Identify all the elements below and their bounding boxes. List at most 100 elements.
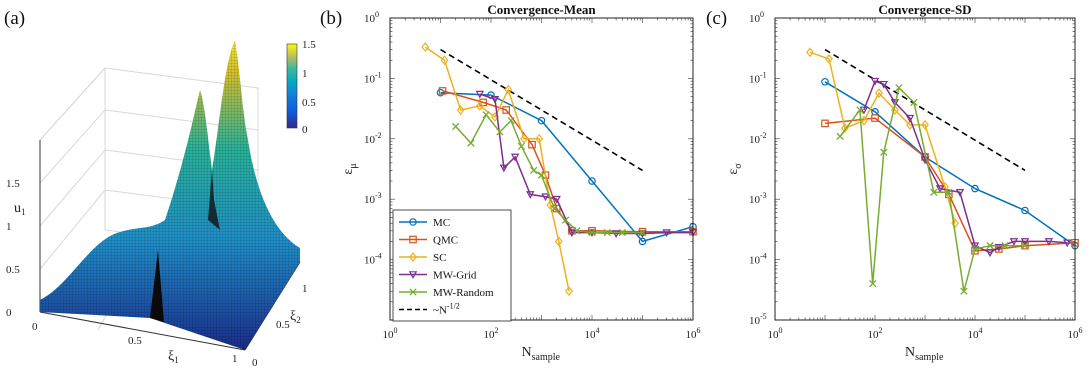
data-point [409,235,417,244]
data-point [452,122,460,131]
series-mw-random [452,111,647,237]
data-point [821,77,829,86]
plot-frame [774,17,1076,321]
data-point [960,287,968,295]
data-point [561,216,570,224]
data-point [436,88,445,97]
legend-box [392,209,512,322]
y-tick-label: 10-1 [749,70,767,85]
data-point [986,242,994,250]
legend-label: MC [433,217,450,229]
data-point [871,114,879,122]
data-point [880,148,888,156]
data-point [905,114,915,123]
surface-x-label: ξ1 [168,349,179,365]
chart-convergence-mean: Convergence-Mean 100 102 104 106 10-4 10-3 10-2… [341,2,701,363]
data-point [662,229,671,238]
y-tick-label: 10-2 [364,131,382,146]
data-point [859,115,868,126]
legend-label: SC [433,252,446,264]
data-point [930,188,938,196]
colorbar-tick: 1 [302,68,308,80]
colorbar-tick: 1.5 [302,39,316,51]
data-point [985,249,995,258]
data-point [537,116,546,125]
y-tick-label: 10-4 [749,252,767,267]
data-point [805,47,814,58]
surface-y-label: ξ2 [290,309,301,325]
data-point [565,286,573,297]
data-point [1001,242,1009,250]
data-point [520,133,528,144]
data-point [573,227,581,235]
data-point [499,164,509,173]
data-point [874,88,883,99]
data-point [971,184,979,193]
data-point [567,229,577,238]
data-point [530,166,538,175]
surface-mesh [40,40,300,350]
surface-x-ticks: 0 0.5 1 [32,321,238,365]
data-point [409,218,417,226]
y-tick-label: 10-1 [364,70,382,85]
x-tick-label: 102 [868,326,883,341]
data-point [910,98,918,107]
data-point [554,236,563,247]
data-point [588,177,596,185]
series-mw-grid [859,77,1072,258]
panel-label-a: (a) [4,8,25,29]
z-tick: 1 [6,221,12,233]
x-tick-label: 104 [968,326,983,341]
surface-z-label: u1 [14,201,26,217]
y-tick-label: 10-5 [749,312,767,327]
x-tick: 0.5 [128,335,142,347]
axis-ticks [774,18,1075,321]
y-tick: 0.5 [276,319,290,331]
data-point [638,228,647,237]
data-point [824,53,833,64]
data-point [409,252,417,262]
chart-convergence-sd: Convergence-SD 100 102 104 106 10-5 10-4 10-3 10… [726,2,1083,363]
data-point [970,242,980,251]
chart-title: Convergence-Mean [487,2,596,17]
data-point [507,116,515,125]
y-axis-label: εσ [726,163,744,175]
series-line [424,46,570,292]
data-point [421,42,430,53]
data-point [440,55,449,66]
data-point [528,140,536,149]
data-point [945,190,953,199]
surface-plot: (a) 0 0.5 1 1 [4,8,316,369]
series-line [479,93,693,235]
legend-label: MW-Random [433,287,494,299]
data-point [921,119,929,130]
data-point [510,153,520,162]
legend-label: ~N-1/2 [433,302,460,317]
data-point [869,279,877,288]
data-point [1021,206,1029,215]
data-point [890,99,900,107]
data-point [971,246,979,255]
x-tick-label: 102 [484,326,499,341]
data-point [618,228,627,237]
y-tick-label: 100 [749,10,764,25]
data-point [859,106,869,115]
x-tick-label: 104 [585,326,600,341]
panel-label-c: (c) [706,8,727,29]
series-line [809,51,956,224]
data-point [502,106,511,114]
x-tick-label: 100 [768,326,783,341]
data-point [1009,238,1019,246]
data-point [994,243,1004,252]
data-point [945,188,953,196]
series-mw-random [836,84,1029,295]
data-point [482,111,490,119]
data-point [588,228,596,237]
y-tick: 1 [302,283,308,295]
x-axis-label: Nsample [522,345,561,363]
x-tick: 1 [232,353,238,365]
series-qmc [821,114,1079,255]
data-point [638,237,647,246]
colorbar: 0 0.5 1 1.5 [286,39,316,136]
